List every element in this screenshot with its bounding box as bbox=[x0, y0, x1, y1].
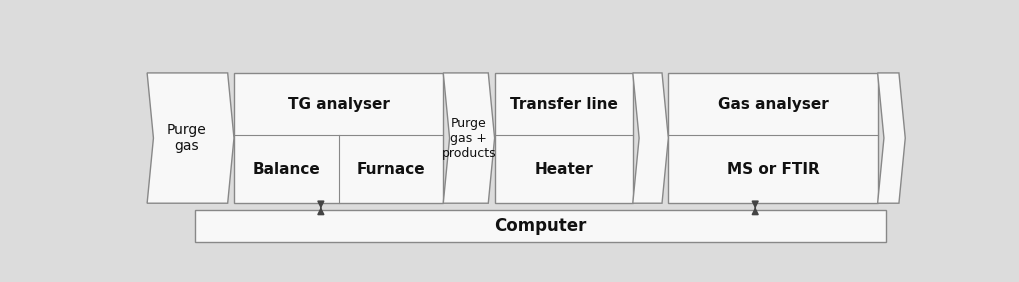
Text: Heater: Heater bbox=[534, 162, 593, 177]
Text: TG analyser: TG analyser bbox=[287, 97, 389, 112]
Bar bbox=[195, 210, 886, 242]
Text: MS or FTIR: MS or FTIR bbox=[727, 162, 819, 177]
Text: Computer: Computer bbox=[494, 217, 586, 235]
Text: Purge
gas: Purge gas bbox=[167, 123, 207, 153]
Polygon shape bbox=[443, 73, 494, 203]
Text: Purge
gas +
products: Purge gas + products bbox=[441, 116, 496, 160]
Text: Gas analyser: Gas analyser bbox=[717, 97, 828, 112]
Text: Balance: Balance bbox=[253, 162, 320, 177]
Polygon shape bbox=[877, 73, 905, 203]
Text: Furnace: Furnace bbox=[357, 162, 425, 177]
Polygon shape bbox=[147, 73, 234, 203]
Bar bbox=[234, 73, 443, 203]
Bar bbox=[668, 73, 877, 203]
Polygon shape bbox=[633, 73, 668, 203]
Bar bbox=[494, 73, 633, 203]
Text: Transfer line: Transfer line bbox=[510, 97, 618, 112]
